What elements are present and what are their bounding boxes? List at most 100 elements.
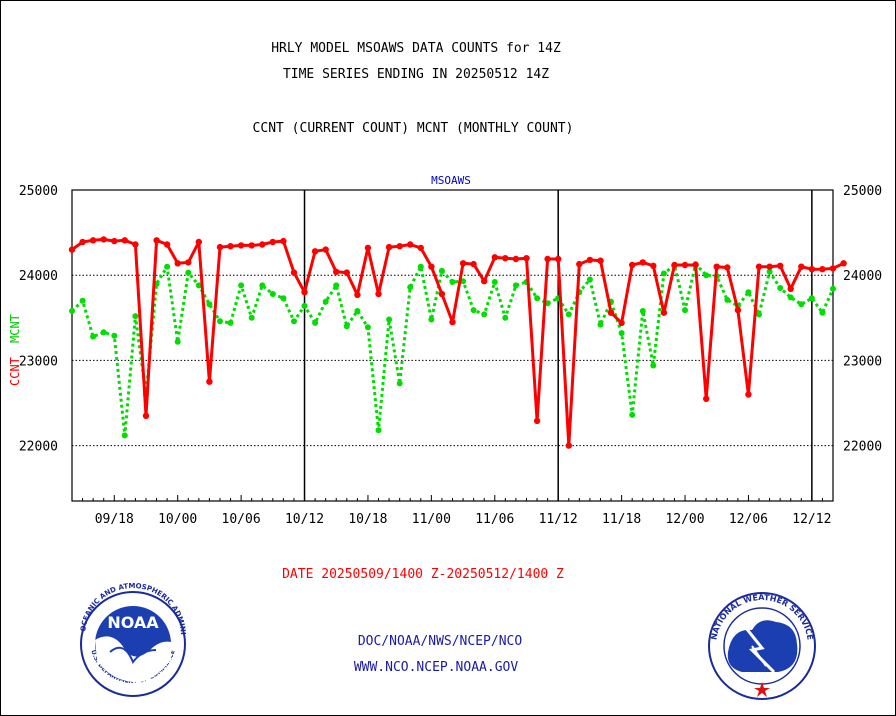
ccnt-point [174,260,181,267]
noaa-ring-text: NATIONAL OCEANIC AND ATMOSPHERIC ADMINIS… [0,0,187,635]
ccnt-point [787,285,794,292]
ccnt-point [840,260,847,267]
x-tick-label: 11/00 [412,512,451,527]
day-boundaries [303,190,813,501]
ccnt-point [237,242,245,249]
ccnt-point [798,263,805,270]
y-tick-label-right: 23000 [843,354,882,369]
ccnt-point [660,309,668,316]
mcnt-point [312,319,319,326]
ccnt-point [185,259,192,266]
mcnt-point [69,308,75,314]
ccnt-point [766,263,773,270]
mcnt-point [766,268,773,275]
ccnt-point [142,412,150,419]
ccnt-point [650,262,657,269]
ccnt-point [121,237,128,244]
mcnt-point [724,296,731,303]
ccnt-point [396,243,403,250]
ccnt-point [470,260,477,268]
x-tick-label: 09/18 [95,512,134,527]
y-tick-label-left: 24000 [19,269,58,284]
ccnt-point [703,395,710,402]
mcnt-point [650,362,657,369]
ccnt-point [438,290,446,298]
ccnt-point [301,289,308,296]
ccnt-point [819,266,826,273]
ccnt-point [607,309,615,316]
x-tick-label: 12/12 [792,512,831,527]
x-tick-label: 10/12 [285,512,324,527]
ccnt-point [206,378,213,385]
ccnt-point [132,241,139,248]
ccnt-point [280,237,287,245]
ccnt-point [808,266,816,273]
ccnt-point [586,256,594,264]
ccnt-point [777,262,784,269]
mcnt-point [280,295,287,302]
mcnt-point [502,314,509,321]
mcnt-point [470,307,477,314]
x-tick-label: 11/06 [475,512,514,527]
ccnt-point [407,241,414,248]
grid-layer [72,274,833,447]
ccnt-point [311,248,319,255]
ccnt-point [343,269,350,276]
footer-link-doc[interactable]: DOC/NOAA/NWS/NCEP/NCO [358,634,523,649]
mcnt-point [438,267,445,274]
y-ticks: 25000 25000 24000 24000 23000 23000 22000 22000 [19,184,882,455]
ccnt-point [248,242,255,249]
x-tick-label: 11/18 [602,512,641,527]
ccnt-point [163,241,171,248]
ccnt-point [68,246,76,253]
mcnt-point [164,263,171,270]
mcnt-point [238,282,245,289]
footer-link-www[interactable]: WWW.NCO.NCEP.NOAA.GOV [354,660,519,675]
mcnt-point [386,316,393,323]
ccnt-point [713,263,720,270]
chart-title-line-1: HRLY MODEL MSOAWS DATA COUNTS for 14Z [271,41,561,56]
ccnt-point [512,255,520,263]
mcnt-point [597,321,604,328]
ccnt-point [597,257,604,264]
mcnt-point [449,279,456,285]
mcnt-point [90,333,97,340]
mcnt-point [682,307,688,314]
ccnt-point [459,260,467,267]
mcnt-point [660,270,667,277]
ccnt-point [755,263,763,270]
ccnt-point [354,291,361,298]
ccnt-point [681,261,689,269]
mcnt-point [227,319,234,326]
mcnt-point [333,282,340,289]
ccnt-point [491,254,498,261]
mcnt-point [756,311,762,318]
y-tick-label-left: 23000 [19,354,58,369]
ccnt-point [89,237,97,244]
mcnt-point [407,284,414,291]
mcnt-point [354,308,361,314]
ccnt-point [533,417,541,425]
ccnt-point [364,244,372,252]
mcnt-point [491,279,498,285]
mcnt-point [512,282,519,289]
mcnt-point [195,282,202,289]
mcnt-point [301,302,308,309]
ccnt-point [523,255,530,262]
plot-area: 25000 25000 24000 24000 23000 23000 22000 22000… [19,184,882,527]
ccnt-point [153,237,160,244]
mcnt-point [534,295,541,302]
series-mcnt [69,261,836,439]
mcnt-point [830,285,836,292]
ccnt-point [333,268,340,275]
mcnt-point [79,297,86,304]
ccnt-point [555,255,562,263]
mcnt-point [100,329,107,336]
ccnt-point [269,238,276,246]
ccnt-point [692,261,699,269]
x-ticks: 09/18 10/00 10/06 10/12 10/18 11/00 11/06 11/12… [71,495,834,527]
ccnt-point [375,290,382,298]
mcnt-point [259,282,266,289]
ccnt-point [216,243,224,251]
mcnt-point [798,301,805,308]
